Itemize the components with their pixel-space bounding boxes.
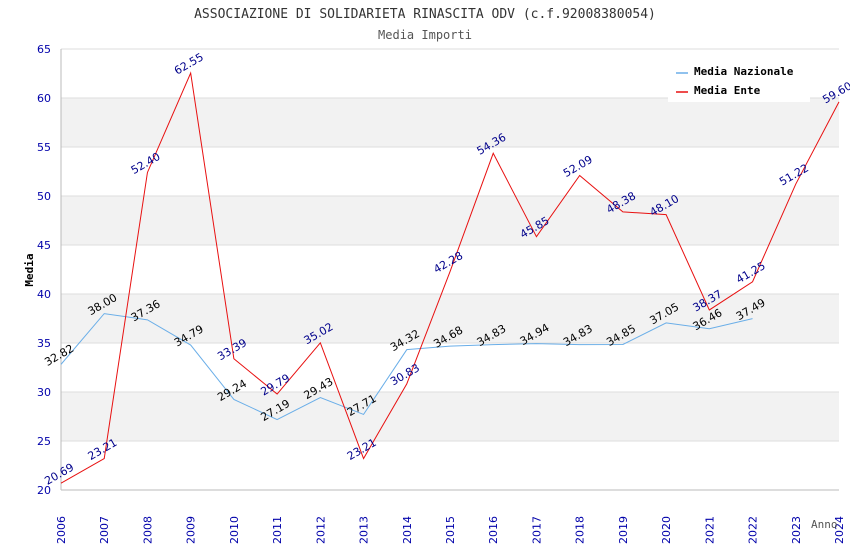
x-tick-label: 2012 <box>314 516 327 544</box>
y-tick-label: 50 <box>37 190 51 203</box>
data-label-ente: 52.09 <box>561 153 595 180</box>
x-tick-label: 2015 <box>444 516 457 544</box>
data-label-ente: 41.25 <box>734 259 768 286</box>
x-tick-label: 2014 <box>401 516 414 544</box>
series-line-ente <box>60 71 840 484</box>
x-tick-label: 2023 <box>790 516 803 544</box>
grid-bands <box>61 98 839 441</box>
data-label-ente: 52.40 <box>129 150 163 177</box>
data-label-ente: 20.69 <box>42 461 76 488</box>
x-tick-label: 2018 <box>574 516 587 544</box>
x-tick-label: 2022 <box>747 516 760 544</box>
legend-label-ente: Media Ente <box>694 84 761 97</box>
y-tick-label: 25 <box>37 435 51 448</box>
legend-box <box>668 58 810 102</box>
grid-band <box>61 196 839 245</box>
y-tick-label: 20 <box>37 484 51 497</box>
x-tick-label: 2017 <box>530 516 543 544</box>
grid-band <box>61 392 839 441</box>
x-tick-label: 2009 <box>185 516 198 544</box>
y-tick-labels: 20 25 30 35 40 45 50 55 60 65 <box>37 43 51 497</box>
y-tick-label: 40 <box>37 288 51 301</box>
y-tick-label: 45 <box>37 239 51 252</box>
x-axis-label: Anno <box>811 518 838 531</box>
y-tick-label: 60 <box>37 92 51 105</box>
data-label-ente: 51.22 <box>777 162 811 189</box>
data-label-ente: 42.28 <box>431 249 465 276</box>
x-tick-label: 2006 <box>55 516 68 544</box>
x-tick-label: 2020 <box>660 516 673 544</box>
legend: Media Nazionale Media Ente <box>668 58 810 102</box>
y-tick-label: 30 <box>37 386 51 399</box>
x-tick-label: 2024 <box>833 516 846 544</box>
y-tick-label: 55 <box>37 141 51 154</box>
x-tick-labels: 2006 2007 2008 2009 2010 2011 2012 2013 2014 2015… <box>55 516 846 544</box>
x-tick-label: 2011 <box>271 516 284 544</box>
x-tick-label: 2016 <box>487 516 500 544</box>
x-tick-label: 2008 <box>141 516 154 544</box>
x-tick-label: 2013 <box>358 516 371 544</box>
data-label-ente: 62.55 <box>172 50 206 77</box>
grid-band <box>61 294 839 343</box>
axes <box>60 49 839 491</box>
legend-label-nazionale: Media Nazionale <box>694 65 794 78</box>
y-tick-label: 65 <box>37 43 51 56</box>
data-label-ente: 30.83 <box>388 361 422 388</box>
x-tick-label: 2010 <box>228 516 241 544</box>
x-tick-label: 2021 <box>703 516 716 544</box>
chart-subtitle: Media Importi <box>378 28 472 42</box>
grid-band <box>61 98 839 147</box>
chart-title: ASSOCIAZIONE DI SOLIDARIETA RINASCITA OD… <box>194 7 656 22</box>
y-tick-label: 35 <box>37 337 51 350</box>
x-tick-label: 2007 <box>98 516 111 544</box>
grid-lines <box>61 48 839 491</box>
y-axis-label: Media <box>23 253 36 286</box>
series-lines <box>60 71 840 484</box>
x-tick-label: 2019 <box>617 516 630 544</box>
series-line-nazionale <box>60 313 753 421</box>
